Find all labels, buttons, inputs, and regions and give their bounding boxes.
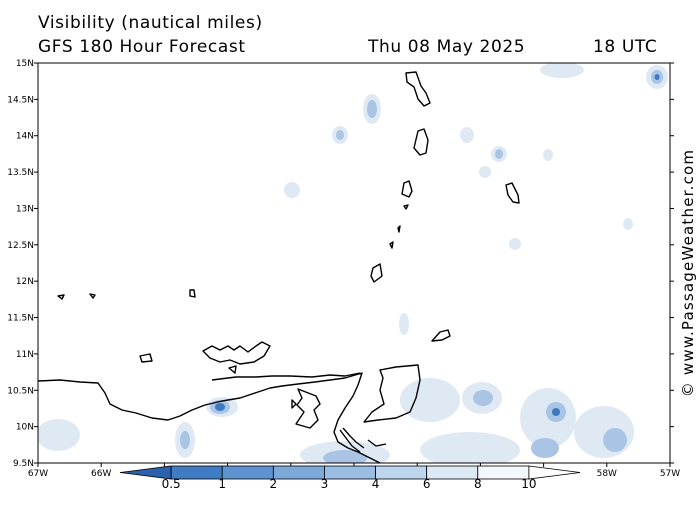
barbados — [505, 182, 520, 204]
venezuela-coast — [38, 372, 381, 463]
forecast-label: GFS 180 Hour Forecast — [38, 37, 246, 57]
orchila-island — [189, 289, 196, 298]
forecast-time: 18 UTC — [593, 37, 658, 57]
fog-patch — [367, 100, 377, 118]
lon-tick-label: 58W — [597, 469, 617, 479]
chart-title: Visibility (nautical miles) — [38, 13, 263, 33]
colorbar-label: 10 — [521, 477, 536, 491]
lon-tick-label: 67W — [28, 469, 48, 479]
lat-tick-label: 10.5N — [7, 386, 34, 396]
lat-tick-label: 15N — [16, 59, 34, 69]
gulf-inlet — [291, 399, 297, 409]
colorbar-cell — [375, 465, 428, 480]
st-lucia — [413, 128, 429, 156]
colorbar-cell — [426, 465, 479, 480]
fog-patch — [323, 450, 367, 463]
fog-patch — [473, 390, 493, 406]
aves-islet — [89, 293, 96, 299]
fog-patch — [399, 313, 409, 335]
fog-patch — [654, 74, 660, 80]
lon-tick-label: 66W — [91, 469, 111, 479]
tortuga-island — [139, 353, 153, 363]
fog-patch — [552, 408, 560, 416]
carriacou — [389, 241, 394, 249]
colorbar-label: 0.5 — [162, 477, 181, 491]
fog-patch — [460, 127, 474, 143]
colorbar-label: 8 — [474, 477, 482, 491]
lat-tick-label: 14.5N — [7, 95, 34, 105]
lat-tick-label: 13N — [16, 204, 34, 214]
margarita — [202, 341, 271, 365]
coche-island — [228, 365, 237, 374]
delta-channels — [339, 427, 387, 453]
colorbar-label: 6 — [423, 477, 431, 491]
colorbar-label: 4 — [372, 477, 380, 491]
fog-patch — [543, 149, 553, 161]
colorbar-label: 3 — [321, 477, 329, 491]
orinoco-delta — [295, 388, 321, 429]
fog-patch — [509, 238, 521, 250]
fog-patch — [400, 378, 460, 422]
fog-patch — [38, 419, 80, 451]
lat-tick-label: 12N — [16, 277, 34, 287]
fog-patch — [623, 218, 633, 230]
union-island — [397, 225, 401, 233]
colorbar-cell — [221, 465, 274, 480]
colorbar-cell — [272, 465, 325, 480]
tobago — [431, 329, 451, 342]
fog-patch — [540, 63, 584, 78]
latitude-axis: 15N 14.5N 14N 13.5N 13N 12.5N 12N 11.5N 11N 10.5N… — [7, 59, 674, 469]
lat-tick-label: 11.5N — [7, 314, 34, 324]
colorbar-cell — [324, 465, 376, 480]
lat-tick-label: 14N — [16, 132, 34, 142]
fog-patch — [603, 428, 627, 452]
martinique — [405, 71, 431, 107]
lat-tick-label: 11N — [16, 350, 34, 360]
fog-patch — [495, 149, 503, 159]
fog-patch — [420, 432, 520, 463]
fog-patch — [215, 403, 225, 411]
fog-patch — [284, 182, 300, 198]
los-roques — [57, 294, 65, 300]
grenada — [370, 263, 383, 283]
fog-patch — [336, 130, 344, 140]
lat-tick-label: 13.5N — [7, 168, 34, 178]
trinidad — [363, 364, 421, 423]
lat-tick-label: 10N — [16, 423, 34, 433]
fog-patch — [531, 438, 559, 458]
paria-peninsula — [211, 372, 361, 381]
forecast-date: Thu 08 May 2025 — [368, 37, 526, 57]
colorbar-label: 1 — [218, 477, 226, 491]
lon-tick-label: 57W — [660, 469, 680, 479]
colorbar-max-arrow — [528, 465, 581, 480]
lat-tick-label: 12.5N — [7, 241, 34, 251]
coastlines — [38, 71, 520, 463]
lat-tick-label: 9.5N — [13, 459, 34, 469]
colorbar-label: 2 — [270, 477, 278, 491]
st-vincent — [401, 180, 413, 198]
fog-patch — [479, 166, 491, 178]
fog-patch — [180, 431, 190, 449]
bequia — [403, 204, 409, 210]
visibility-shading — [38, 63, 668, 463]
